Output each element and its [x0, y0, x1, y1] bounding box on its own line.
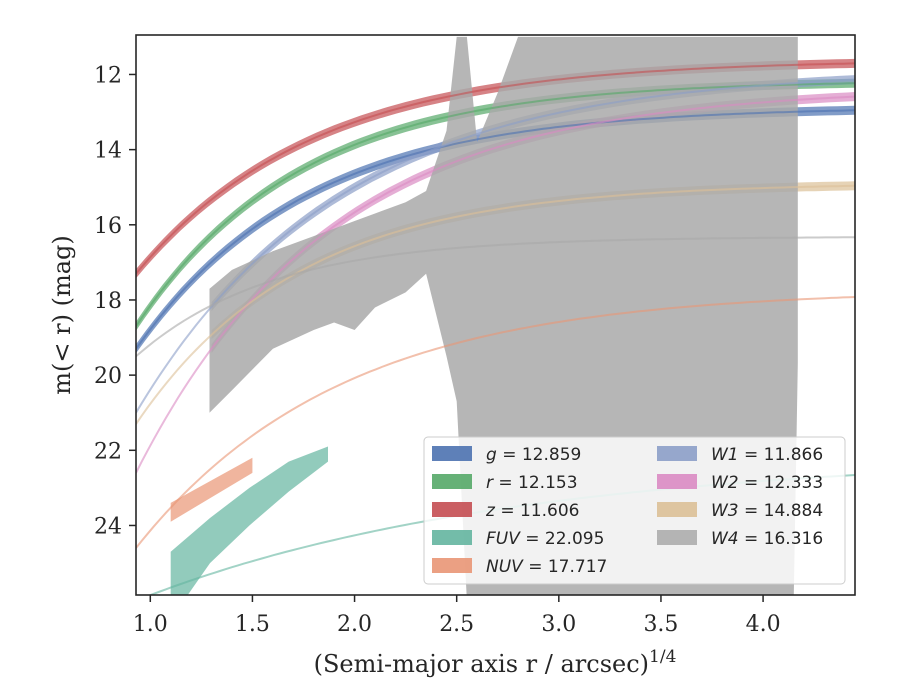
x-tick-label: 3.0	[541, 612, 576, 637]
plot-frame	[135, 34, 856, 596]
legend-swatch-w1	[657, 446, 697, 461]
line-nuv	[136, 296, 855, 549]
y-tick-label: 20	[94, 364, 122, 389]
legend-swatch-nuv	[432, 558, 472, 573]
y-axis-label: m(< r) (mag)	[48, 235, 76, 394]
legend-label-g: g = 12.859	[486, 445, 581, 465]
legend-swatch-fuv	[432, 530, 472, 545]
y-tick-label: 18	[94, 289, 122, 314]
band-nuv	[170, 457, 253, 522]
y-tick-label: 16	[94, 214, 122, 239]
y-tick-label: 24	[94, 514, 122, 539]
line-w2	[136, 95, 855, 474]
legend-swatch-z	[432, 502, 472, 517]
legend-swatch-w4	[657, 530, 697, 545]
x-axis-ticks: 1.0 1.5 2.0 2.5 3.0 3.5 4.0	[133, 595, 781, 637]
line-z	[136, 62, 855, 275]
x-tick-label: 4.0	[746, 612, 781, 637]
legend-label-w4: W4 = 16.316	[711, 529, 823, 549]
line-r	[136, 82, 855, 327]
legend-frame	[423, 436, 846, 585]
legend-label-nuv: NUV = 17.717	[486, 557, 607, 577]
legend-label-w1: W1 = 11.866	[711, 445, 823, 465]
x-tick-label: 1.0	[133, 612, 168, 637]
y-tick-label: 14	[94, 139, 122, 164]
x-tick-label: 3.5	[643, 612, 678, 637]
legend-label-r: r = 12.153	[486, 473, 578, 493]
legend: g = 12.859 r = 12.153 z = 11.606 FUV = 22.0…	[423, 436, 846, 585]
line-g	[136, 109, 855, 350]
legend-label-w2: W2 = 12.333	[711, 473, 823, 493]
legend-swatch-r	[432, 474, 472, 489]
line-w1	[136, 78, 855, 414]
x-tick-label: 2.0	[337, 612, 372, 637]
band-fuv	[170, 446, 328, 595]
y-tick-label: 12	[94, 63, 122, 88]
legend-swatch-w3	[657, 502, 697, 517]
x-tick-label: 1.5	[235, 612, 270, 637]
x-axis-label-exponent: 1/4	[649, 647, 676, 667]
y-tick-label: 22	[94, 439, 122, 464]
line-w4	[136, 236, 855, 358]
legend-swatch-w2	[657, 474, 697, 489]
legend-label-fuv: FUV = 22.095	[486, 529, 604, 549]
x-axis-label: (Semi-major axis r / arcsec)1/4	[314, 647, 677, 678]
y-axis-ticks: 12 14 16 18 20 22 24	[94, 63, 136, 539]
legend-label-z: z = 11.606	[485, 501, 579, 521]
legend-swatch-g	[432, 446, 472, 461]
legend-label-w3: W3 = 14.884	[711, 501, 823, 521]
x-tick-label: 2.5	[439, 612, 474, 637]
line-w3	[136, 184, 855, 425]
